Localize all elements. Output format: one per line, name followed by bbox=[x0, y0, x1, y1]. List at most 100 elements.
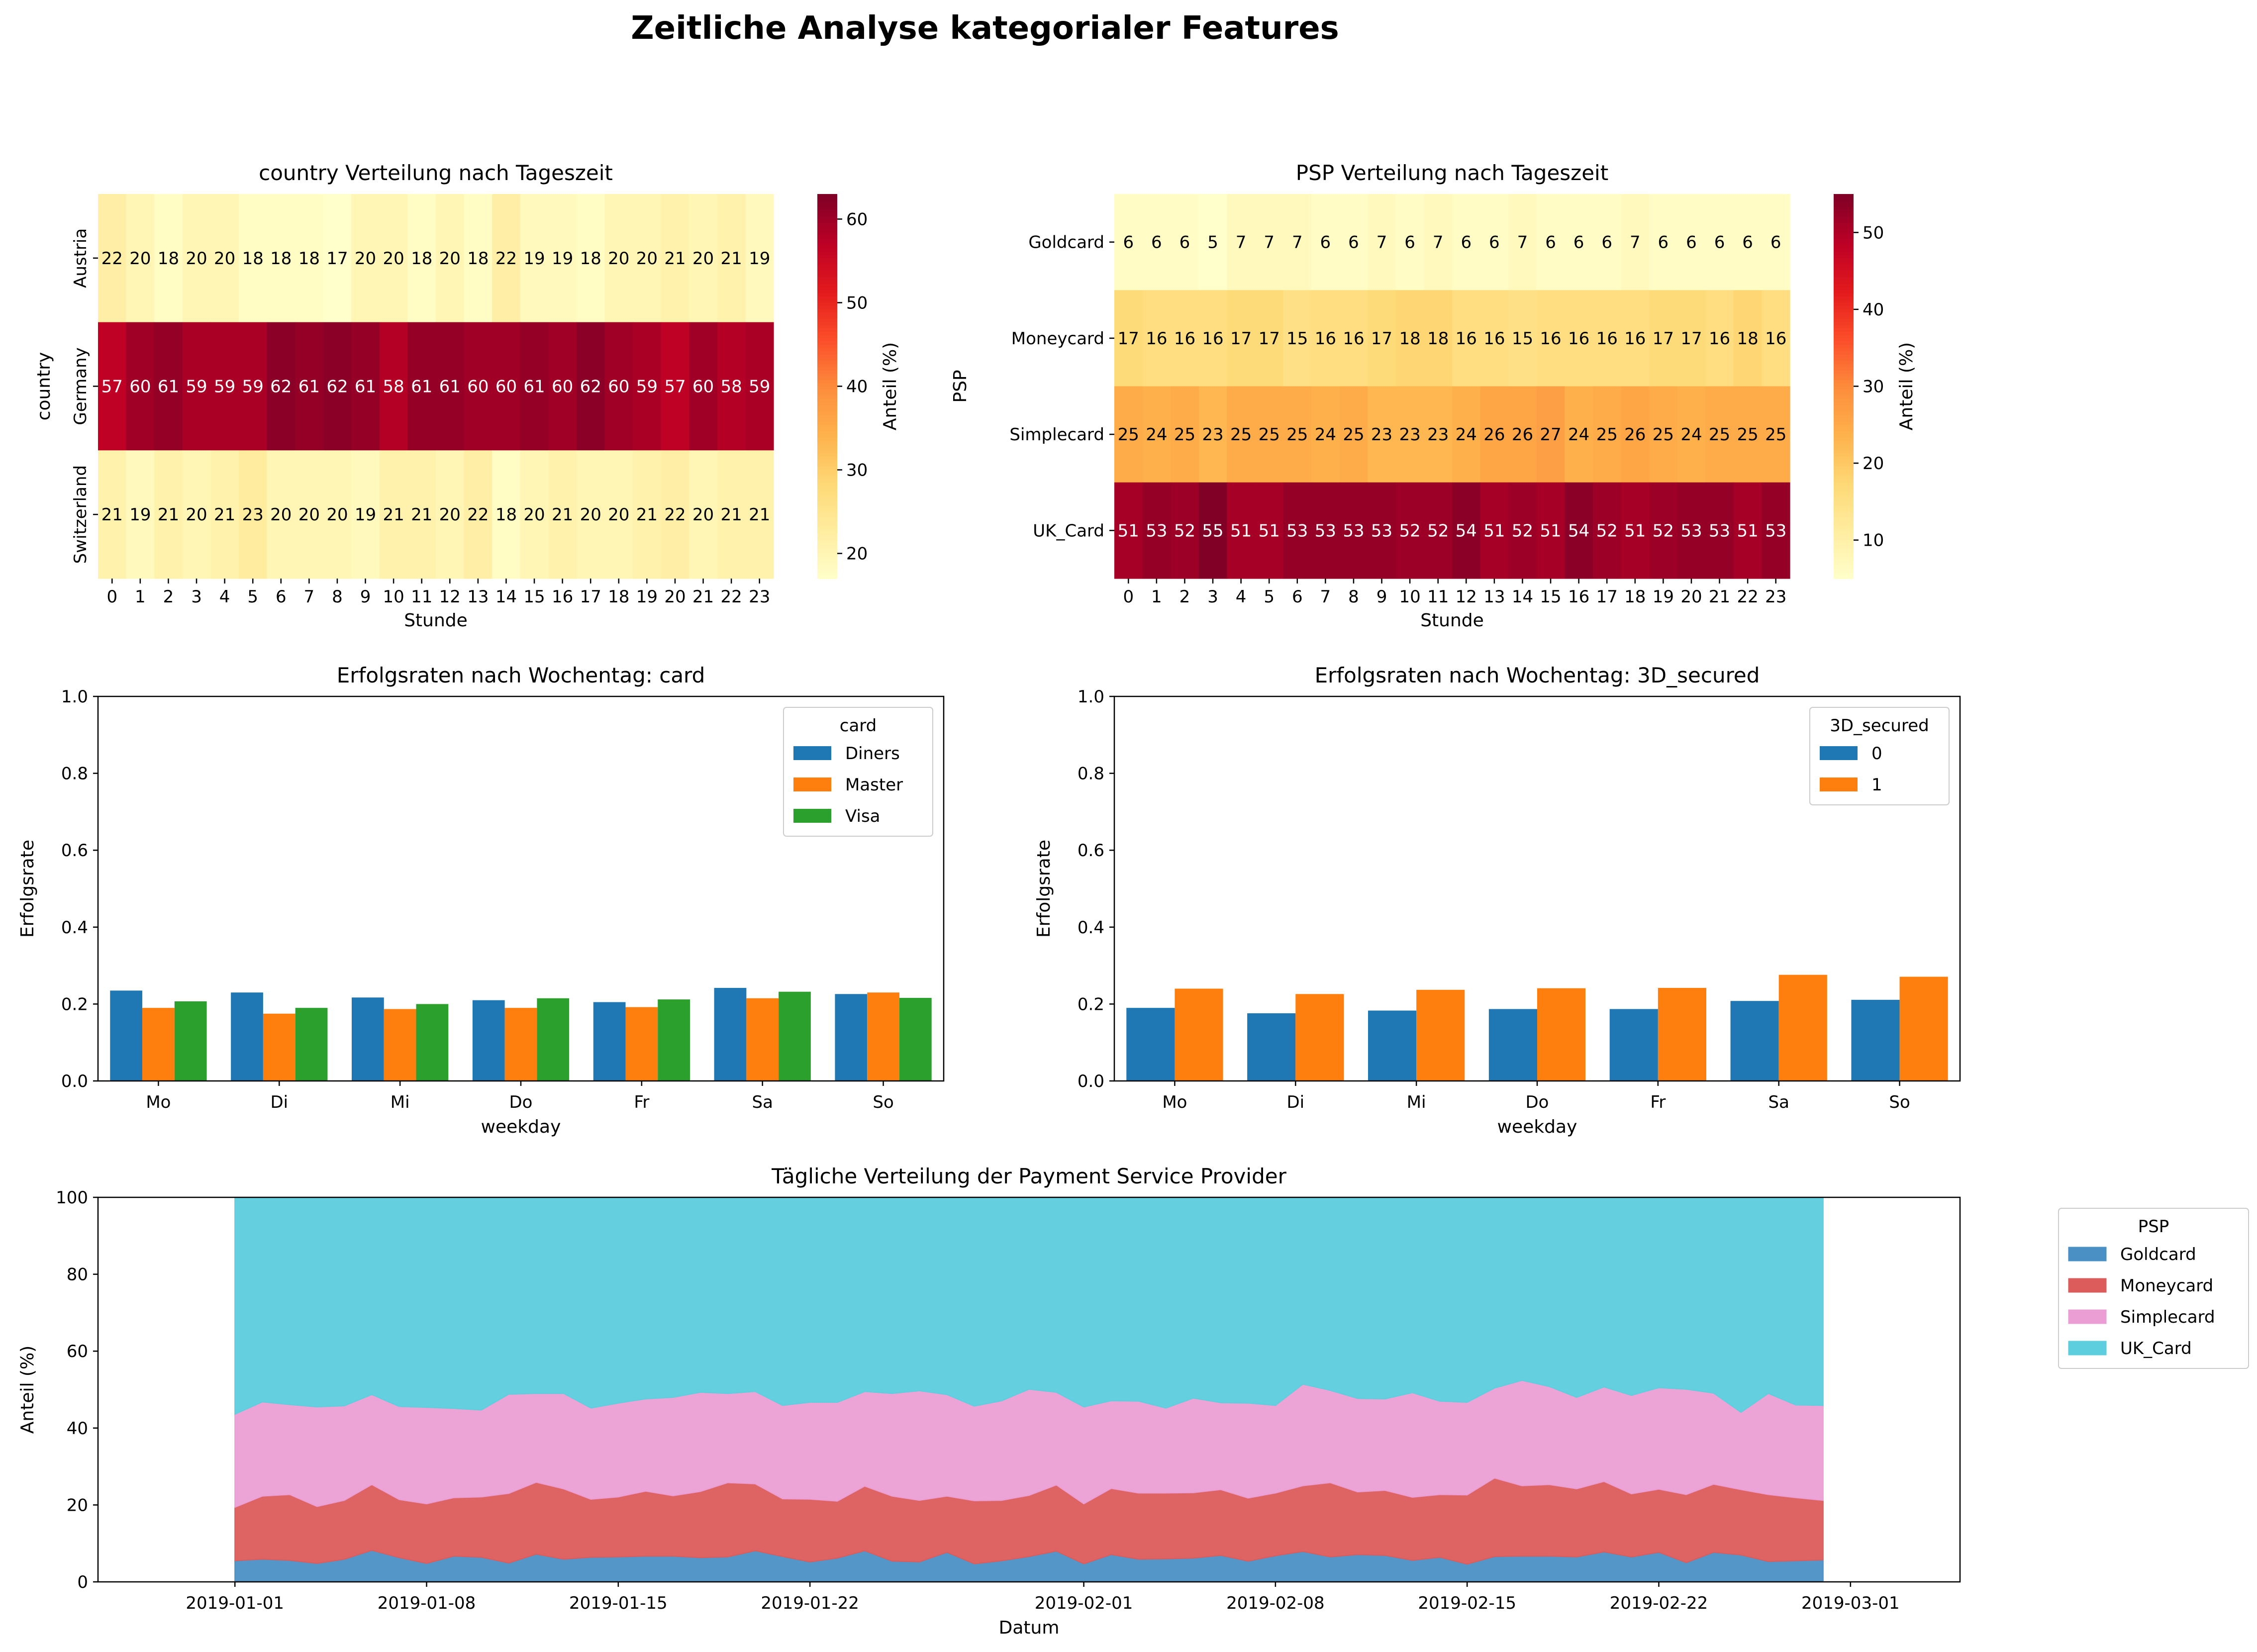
x-tick-label: So bbox=[1889, 1092, 1910, 1112]
colorbar-segment bbox=[1834, 274, 1854, 278]
colorbar-segment bbox=[817, 428, 837, 432]
heatmap-cell bbox=[1283, 194, 1312, 291]
colorbar-segment bbox=[1834, 543, 1854, 547]
heatmap-cell bbox=[492, 450, 521, 579]
heatmap-cell bbox=[323, 450, 352, 579]
colorbar-segment bbox=[817, 338, 837, 342]
x-tick-label: 7 bbox=[304, 587, 315, 607]
colorbar-tick-label: 10 bbox=[1863, 531, 1884, 551]
bar bbox=[1851, 999, 1900, 1081]
heatmap-cell bbox=[154, 322, 183, 451]
colorbar-segment bbox=[817, 521, 837, 525]
colorbar-segment bbox=[1834, 255, 1854, 259]
x-tick-label: 4 bbox=[1236, 587, 1247, 607]
heatmap-cell bbox=[436, 322, 465, 451]
cell-value-label: 20 bbox=[439, 505, 461, 525]
heatmap-cell bbox=[407, 450, 436, 579]
colorbar-segment bbox=[1834, 556, 1854, 560]
cell-value-label: 60 bbox=[467, 377, 489, 397]
colorbar-segment bbox=[1834, 380, 1854, 384]
plot-frame bbox=[97, 1196, 1961, 1583]
cell-value-label: 7 bbox=[1517, 233, 1528, 253]
cell-value-label: 61 bbox=[355, 377, 376, 397]
y-tick-label: 20 bbox=[67, 1495, 88, 1515]
colorbar-segment bbox=[817, 488, 837, 493]
colorbar-segment bbox=[1834, 572, 1854, 576]
colorbar-segment bbox=[1834, 562, 1854, 567]
card-bar-chart: Mo Di Mi Do Fr Sa So 0.0 0.2 0.4 0.6 0.8 1.0 Erfolgsr… bbox=[17, 663, 945, 1137]
cell-value-label: 6 bbox=[1461, 233, 1472, 253]
colorbar-segment bbox=[1834, 444, 1854, 448]
x-tick-label: 3 bbox=[1207, 587, 1218, 607]
heatmap-cell bbox=[182, 194, 211, 323]
x-tick-label: 22 bbox=[1737, 587, 1758, 607]
cell-value-label: 19 bbox=[749, 249, 770, 269]
x-tick-label: 2019-01-22 bbox=[761, 1593, 859, 1613]
cell-value-label: 6 bbox=[1348, 233, 1359, 253]
bar bbox=[1175, 988, 1223, 1081]
heatmap-cell bbox=[1424, 290, 1453, 387]
cell-value-label: 23 bbox=[1371, 425, 1392, 445]
colorbar-segment bbox=[817, 572, 837, 576]
heatmap-cell bbox=[1677, 194, 1706, 291]
chart-title: PSP Verteilung nach Tageszeit bbox=[1296, 161, 1608, 185]
heatmap-cell bbox=[604, 322, 633, 451]
colorbar-segment bbox=[817, 424, 837, 429]
colorbar-segment bbox=[817, 194, 837, 198]
colorbar-segment bbox=[1834, 226, 1854, 230]
colorbar-segment bbox=[817, 271, 837, 275]
heatmap-cell bbox=[576, 450, 605, 579]
heatmap-cell bbox=[1762, 482, 1790, 579]
cell-value-label: 6 bbox=[1714, 233, 1725, 253]
colorbar-segment bbox=[817, 415, 837, 419]
bar bbox=[504, 1008, 537, 1081]
colorbar-segment bbox=[1834, 511, 1854, 515]
heatmap-cell bbox=[492, 322, 521, 451]
cell-value-label: 24 bbox=[1146, 425, 1167, 445]
heatmap-cell bbox=[1508, 194, 1537, 291]
cell-value-label: 52 bbox=[1653, 521, 1674, 541]
heatmap-cell bbox=[1368, 386, 1396, 483]
bar bbox=[1658, 987, 1706, 1081]
colorbar-segment bbox=[1834, 395, 1854, 400]
heatmap-cell bbox=[1677, 290, 1706, 387]
y-tick-label: 0.0 bbox=[61, 1071, 88, 1091]
bar bbox=[416, 1004, 449, 1081]
heatmap-cell bbox=[520, 450, 549, 579]
heatmap-cell bbox=[576, 194, 605, 323]
colorbar-segment bbox=[1834, 322, 1854, 326]
colorbar-segment bbox=[1834, 527, 1854, 531]
cell-value-label: 16 bbox=[1174, 329, 1195, 349]
x-tick-label: 2 bbox=[163, 587, 174, 607]
bar bbox=[472, 1000, 505, 1081]
colorbar-segment bbox=[817, 268, 837, 272]
chart-title: Erfolgsraten nach Wochentag: 3D_secured bbox=[1315, 663, 1760, 687]
cell-value-label: 53 bbox=[1680, 521, 1702, 541]
heatmap-cell bbox=[661, 450, 689, 579]
colorbar-segment bbox=[1834, 566, 1854, 570]
y-tick-label: 0.4 bbox=[1078, 918, 1104, 938]
cell-value-label: 20 bbox=[298, 505, 320, 525]
cell-value-label: 20 bbox=[186, 505, 207, 525]
colorbar-segment bbox=[1834, 213, 1854, 217]
heatmap-cell bbox=[238, 322, 268, 451]
cell-value-label: 23 bbox=[1202, 425, 1223, 445]
heatmap-cell bbox=[1733, 194, 1763, 291]
colorbar-segment bbox=[817, 364, 837, 368]
colorbar-segment bbox=[1834, 242, 1854, 246]
heatmap-cell bbox=[1227, 194, 1256, 291]
colorbar-segment bbox=[1834, 466, 1854, 470]
heatmap-cell bbox=[1311, 386, 1340, 483]
x-tick-label: Do bbox=[509, 1092, 533, 1112]
colorbar-segment bbox=[817, 303, 837, 307]
colorbar-segment bbox=[1834, 508, 1854, 512]
x-tick-label: 2019-02-22 bbox=[1610, 1593, 1708, 1613]
colorbar-segment bbox=[1834, 441, 1854, 445]
cell-value-label: 18 bbox=[1399, 329, 1420, 349]
cell-value-label: 27 bbox=[1540, 425, 1561, 445]
colorbar-segment bbox=[817, 290, 837, 294]
x-axis-label: Stunde bbox=[1420, 610, 1484, 631]
heatmap-cell bbox=[464, 450, 492, 579]
cell-value-label: 57 bbox=[664, 377, 686, 397]
